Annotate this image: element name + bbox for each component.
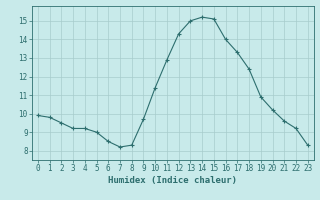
X-axis label: Humidex (Indice chaleur): Humidex (Indice chaleur) (108, 176, 237, 185)
